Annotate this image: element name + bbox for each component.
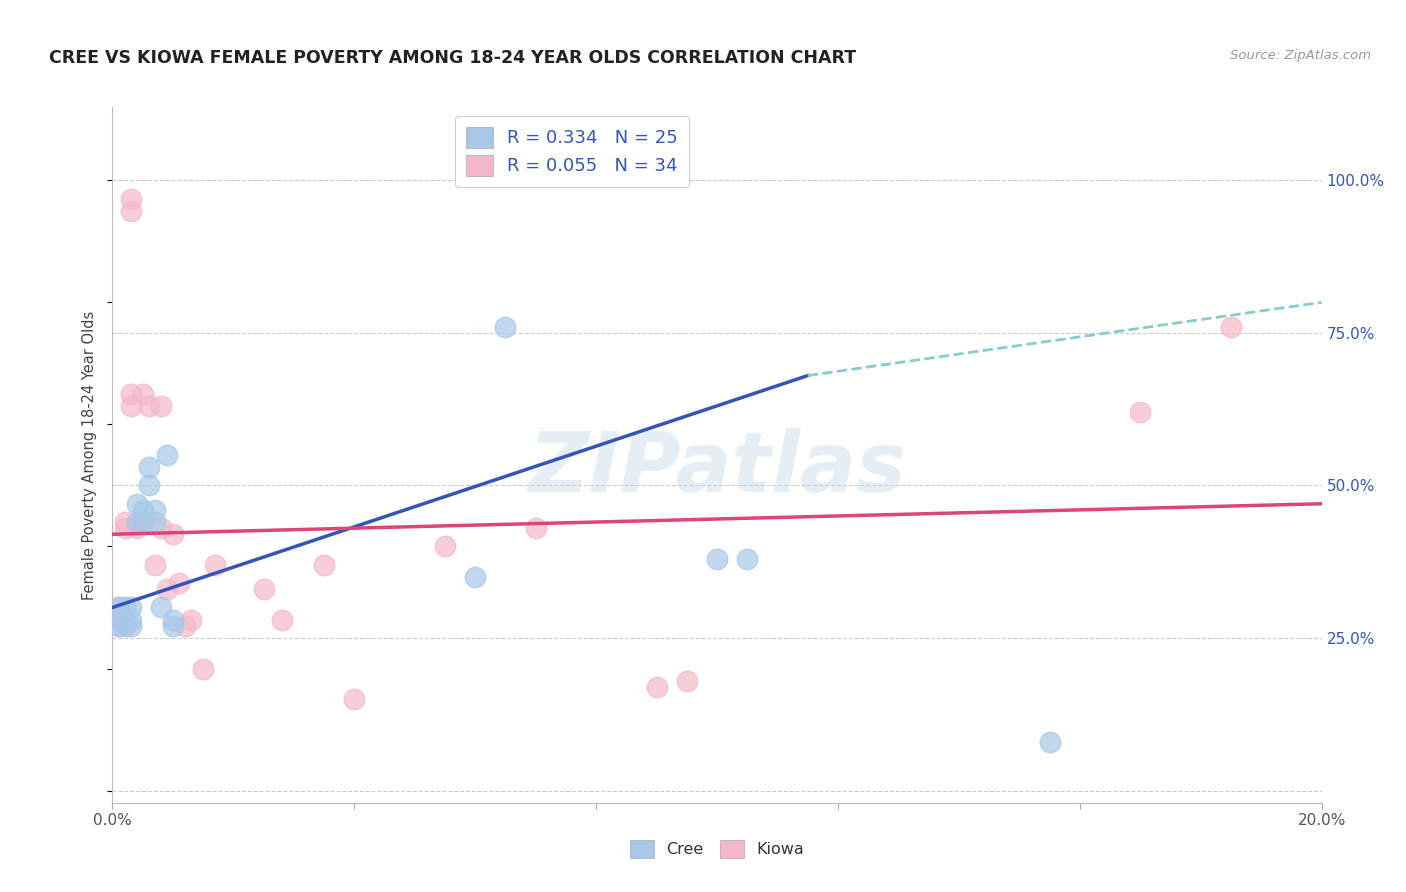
Point bbox=[645, 680, 668, 694]
Point bbox=[132, 515, 155, 529]
Point bbox=[120, 387, 142, 401]
Point bbox=[114, 521, 136, 535]
Point bbox=[737, 551, 759, 566]
Point bbox=[120, 399, 142, 413]
Point bbox=[1129, 405, 1152, 419]
Point bbox=[120, 619, 142, 633]
Point bbox=[167, 576, 190, 591]
Point bbox=[433, 540, 456, 554]
Point bbox=[138, 478, 160, 492]
Point bbox=[107, 600, 129, 615]
Point bbox=[120, 203, 142, 218]
Point bbox=[107, 613, 129, 627]
Point bbox=[143, 558, 166, 572]
Point bbox=[107, 613, 129, 627]
Point bbox=[107, 600, 129, 615]
Point bbox=[174, 619, 197, 633]
Point bbox=[524, 521, 547, 535]
Text: ZIPatlas: ZIPatlas bbox=[529, 428, 905, 509]
Point bbox=[156, 582, 179, 597]
Point bbox=[138, 460, 160, 475]
Point bbox=[162, 613, 184, 627]
Point bbox=[495, 319, 517, 334]
Point bbox=[114, 515, 136, 529]
Point bbox=[120, 600, 142, 615]
Point bbox=[125, 515, 148, 529]
Y-axis label: Female Poverty Among 18-24 Year Olds: Female Poverty Among 18-24 Year Olds bbox=[82, 310, 97, 599]
Point bbox=[314, 558, 336, 572]
Point bbox=[143, 515, 166, 529]
Point bbox=[270, 613, 292, 627]
Point bbox=[675, 673, 697, 688]
Point bbox=[180, 613, 202, 627]
Point bbox=[107, 619, 129, 633]
Point bbox=[132, 387, 155, 401]
Point bbox=[120, 192, 142, 206]
Point bbox=[120, 613, 142, 627]
Point bbox=[204, 558, 226, 572]
Point bbox=[132, 515, 155, 529]
Point bbox=[1220, 319, 1243, 334]
Point bbox=[125, 497, 148, 511]
Point bbox=[464, 570, 486, 584]
Point bbox=[149, 521, 172, 535]
Point bbox=[156, 448, 179, 462]
Point bbox=[143, 503, 166, 517]
Point bbox=[138, 399, 160, 413]
Point bbox=[162, 527, 184, 541]
Point bbox=[149, 600, 172, 615]
Point bbox=[132, 503, 155, 517]
Text: Source: ZipAtlas.com: Source: ZipAtlas.com bbox=[1230, 49, 1371, 62]
Text: CREE VS KIOWA FEMALE POVERTY AMONG 18-24 YEAR OLDS CORRELATION CHART: CREE VS KIOWA FEMALE POVERTY AMONG 18-24… bbox=[49, 49, 856, 67]
Point bbox=[125, 521, 148, 535]
Point bbox=[343, 692, 366, 706]
Point bbox=[125, 515, 148, 529]
Point bbox=[114, 600, 136, 615]
Point bbox=[191, 661, 214, 675]
Point bbox=[1038, 735, 1062, 749]
Point bbox=[149, 399, 172, 413]
Point bbox=[114, 619, 136, 633]
Point bbox=[162, 619, 184, 633]
Point bbox=[706, 551, 728, 566]
Point bbox=[107, 619, 129, 633]
Legend: Cree, Kiowa: Cree, Kiowa bbox=[623, 833, 811, 864]
Point bbox=[253, 582, 276, 597]
